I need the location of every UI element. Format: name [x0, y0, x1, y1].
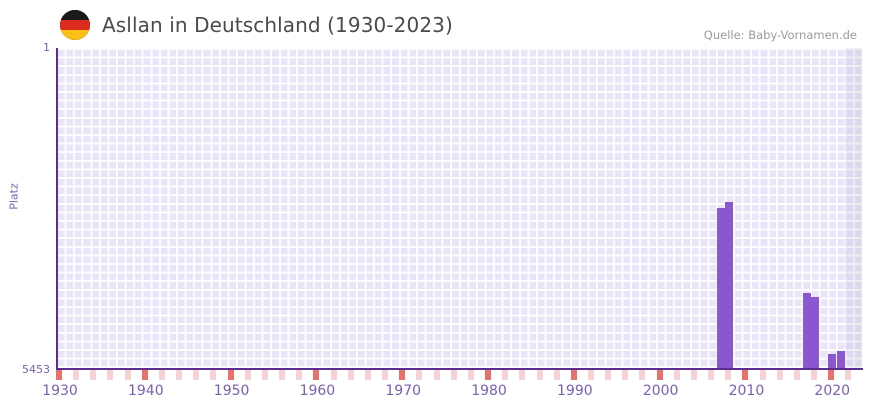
source-label: Quelle: Baby-Vornamen.de	[703, 28, 857, 42]
flag-band-black	[60, 10, 90, 20]
bars-layer	[56, 48, 862, 369]
x-axis-tick-2010	[742, 370, 749, 380]
x-axis-tick-1948	[210, 370, 217, 380]
x-axis-tick-1998	[639, 370, 646, 380]
x-axis-tick-2018	[811, 370, 818, 380]
y-axis-tick-bottom: 5453	[22, 363, 50, 376]
x-axis-label-2000: 2000	[642, 383, 679, 399]
x-axis-tick-2002	[673, 370, 680, 380]
y-axis-title: Platz	[7, 183, 21, 210]
bar-2007[interactable]	[716, 207, 725, 369]
x-axis-tick-1936	[107, 370, 114, 380]
x-axis-tick-1990	[570, 370, 577, 380]
x-axis-tick-1944	[176, 370, 183, 380]
x-axis-label-1950: 1950	[213, 383, 250, 399]
x-axis-tick-2008	[725, 370, 732, 380]
x-axis-label-1930: 1930	[42, 383, 78, 399]
x-axis-label-2020: 2020	[814, 383, 851, 399]
x-axis-label-1940: 1940	[127, 383, 164, 399]
x-axis-tick-1930	[56, 370, 62, 380]
x-axis-tick-1986	[536, 370, 543, 380]
x-axis-tick-2016	[793, 370, 800, 380]
x-axis-tick-1934	[90, 370, 97, 380]
x-axis-tick-2022	[845, 370, 852, 380]
x-axis-tick-2006	[708, 370, 715, 380]
x-axis-tick-1932	[73, 370, 80, 380]
x-axis-tick-1962	[330, 370, 337, 380]
x-axis-tick-1958	[296, 370, 303, 380]
x-axis-tick-1954	[261, 370, 268, 380]
plot-area	[56, 48, 862, 369]
x-axis-tick-1980	[485, 370, 492, 380]
x-axis-tick-1994	[605, 370, 612, 380]
x-axis-tick-1950	[227, 370, 234, 380]
x-axis-tick-1938	[124, 370, 131, 380]
bar-2018[interactable]	[811, 297, 820, 369]
flag-band-red	[60, 20, 90, 30]
x-axis-tick-2012	[759, 370, 766, 380]
x-axis-tick-1942	[158, 370, 165, 380]
germany-flag-circle-icon	[60, 10, 90, 40]
x-axis-label-1970: 1970	[385, 383, 422, 399]
bar-2008[interactable]	[725, 202, 734, 369]
x-axis-tick-1960	[313, 370, 320, 380]
x-axis-tick-1966	[364, 370, 371, 380]
x-axis-tick-2014	[776, 370, 783, 380]
x-axis-tick-1964	[347, 370, 354, 380]
x-axis-tick-1978	[467, 370, 474, 380]
y-axis-line	[56, 48, 58, 369]
x-axis-tick-2020	[828, 370, 835, 380]
x-axis-tick-1996	[622, 370, 629, 380]
y-axis-tick-top: 1	[43, 41, 50, 54]
x-axis-tick-1968	[382, 370, 389, 380]
x-axis-tick-1988	[553, 370, 560, 380]
x-axis-tick-1982	[502, 370, 509, 380]
x-axis-tick-1974	[433, 370, 440, 380]
x-axis-tick-1946	[193, 370, 200, 380]
x-axis-tick-2000	[656, 370, 663, 380]
x-axis-tick-1984	[519, 370, 526, 380]
x-axis-tick-1992	[588, 370, 594, 380]
x-axis-tick-1952	[244, 370, 251, 380]
x-axis-tick-1956	[279, 370, 286, 380]
x-axis-label-1990: 1990	[557, 383, 593, 399]
x-axis-label-1980: 1980	[471, 383, 507, 399]
bar-2021[interactable]	[836, 351, 845, 369]
bar-2017[interactable]	[802, 293, 811, 369]
chart-header: Asllan in Deutschland (1930-2023)	[60, 8, 453, 42]
x-axis-tick-1976	[450, 370, 457, 380]
x-axis-tick-1970	[399, 370, 406, 380]
x-axis-line	[56, 368, 863, 370]
x-axis-label-2010: 2010	[728, 383, 765, 399]
chart-title: Asllan in Deutschland (1930-2023)	[102, 13, 453, 37]
x-axis-tick-1972	[416, 370, 423, 380]
flag-band-gold	[60, 30, 90, 40]
x-axis-label-1960: 1960	[299, 383, 336, 399]
x-axis-tick-1940	[141, 370, 148, 380]
x-axis-tick-2004	[690, 370, 697, 380]
bar-2020[interactable]	[828, 354, 837, 369]
